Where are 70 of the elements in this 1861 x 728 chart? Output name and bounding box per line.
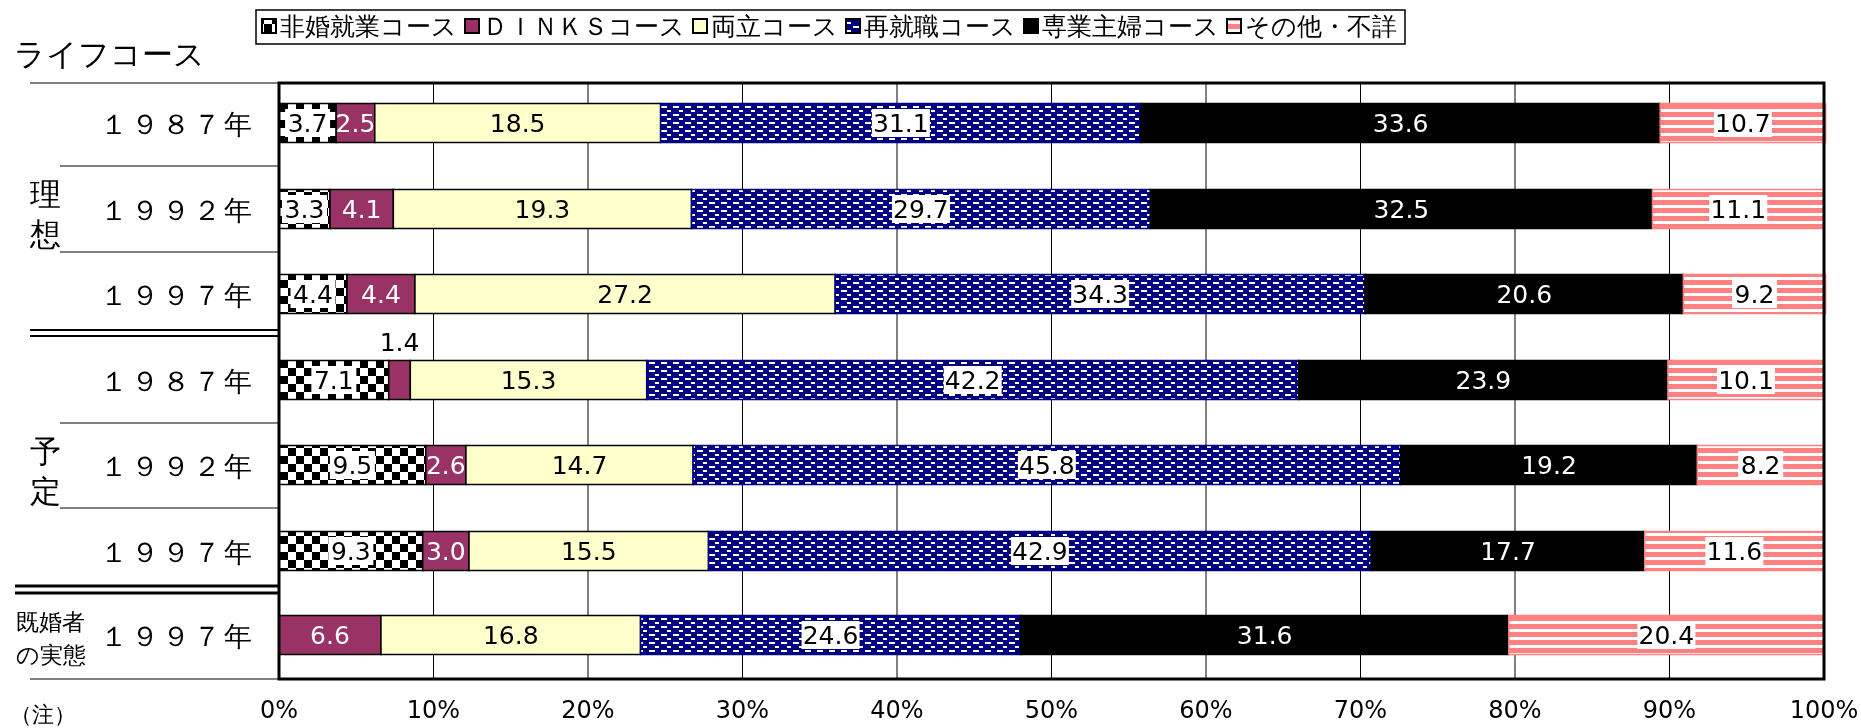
data-label: 17.7 (1480, 537, 1536, 566)
legend-label: 専業主婦コース (1042, 12, 1219, 41)
x-tick-label: 90% (1642, 696, 1697, 724)
text: 既婚者の実態 (16, 609, 86, 668)
data-label: 3.3 (284, 195, 325, 224)
x-tick-label: 100% (1789, 696, 1859, 724)
data-label: 11.1 (1710, 195, 1767, 224)
y-tick-label: １９８７年 (100, 108, 255, 141)
legend-label: 両立コース (711, 12, 838, 41)
data-label: 14.7 (551, 451, 608, 480)
data-label: 10.7 (1715, 109, 1771, 138)
x-tick-label: 70% (1333, 696, 1388, 724)
data-label: 10.1 (1718, 366, 1774, 395)
data-label: 34.3 (1072, 280, 1128, 309)
data-label: 4.4 (361, 280, 401, 309)
data-label: 9.3 (330, 537, 371, 566)
legend-label: ＤＩＮＫＳコース (483, 12, 685, 41)
data-label: 15.5 (560, 537, 617, 566)
y-tick-label: １９８７年 (100, 365, 255, 398)
data-label: 20.6 (1496, 280, 1553, 309)
legend-label: 非婚就業コース (280, 12, 457, 41)
y-tick-label: １９９７年 (100, 536, 255, 569)
data-label: 42.9 (1012, 537, 1068, 566)
data-label: 4.4 (293, 280, 333, 309)
data-label: 18.5 (489, 109, 546, 138)
data-label: 2.6 (425, 451, 466, 480)
data-label: 3.0 (425, 537, 466, 566)
x-tick-label: 50% (1024, 696, 1079, 724)
data-label: 6.6 (310, 621, 350, 650)
data-label: 20.4 (1638, 621, 1695, 650)
data-label: 15.3 (500, 366, 557, 395)
data-label: 24.6 (802, 621, 859, 650)
data-label: 11.6 (1706, 537, 1763, 566)
data-label: 32.5 (1373, 195, 1430, 224)
x-tick-label: 40% (870, 696, 924, 724)
text: 理想 (28, 176, 61, 252)
data-label: 31.6 (1236, 621, 1293, 650)
data-label: 33.6 (1372, 109, 1429, 138)
data-label: 9.5 (332, 451, 373, 480)
data-label: 31.1 (873, 109, 929, 138)
x-tick-label: 10% (406, 696, 461, 724)
data-label: 7.1 (313, 366, 354, 395)
data-label: 9.2 (1734, 280, 1775, 309)
y-tick-label: １９９２年 (100, 450, 255, 483)
x-tick-label: 60% (1179, 696, 1233, 724)
data-label: 1.4 (379, 327, 420, 357)
data-label: 29.7 (893, 195, 949, 224)
y-tick-label: １９９２年 (100, 194, 255, 227)
x-tick-label: 80% (1488, 696, 1542, 724)
legend-label: その他・不詳 (1245, 12, 1397, 41)
data-label: 42.2 (944, 366, 1001, 395)
data-label: 2.5 (335, 109, 376, 138)
y-tick-label: １９９７年 (100, 279, 255, 312)
data-label: 8.2 (1740, 451, 1781, 480)
y-axis-title: ライフコース (14, 36, 205, 72)
data-label: 19.3 (514, 195, 571, 224)
y-tick-label: １９９７年 (100, 620, 255, 653)
data-label: 16.8 (482, 621, 539, 650)
text: （注） (10, 702, 76, 727)
data-label: 3.7 (287, 109, 328, 138)
data-label: 45.8 (1019, 451, 1075, 480)
data-label: 23.9 (1455, 366, 1512, 395)
text: 予定 (29, 433, 61, 509)
legend-label: 再就職コース (864, 12, 1016, 41)
x-tick-label: 20% (561, 696, 615, 724)
data-label: 27.2 (597, 280, 653, 309)
data-label: 19.2 (1521, 451, 1577, 480)
data-label: 4.1 (341, 195, 382, 224)
x-tick-label: 30% (715, 696, 770, 724)
x-tick-label: 0% (259, 696, 299, 724)
